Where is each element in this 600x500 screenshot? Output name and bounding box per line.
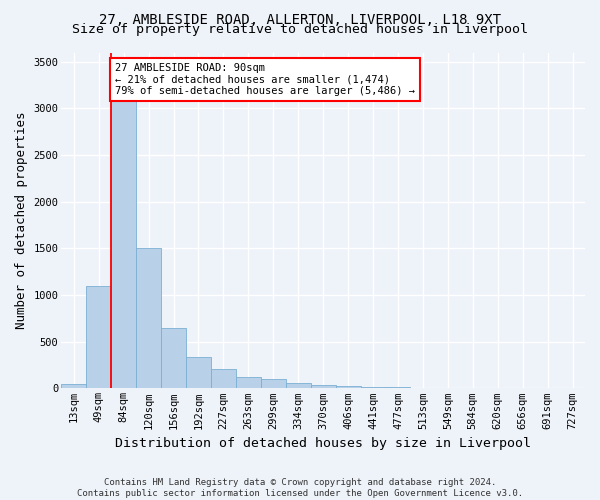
Bar <box>111 66 136 388</box>
Text: Contains HM Land Registry data © Crown copyright and database right 2024.
Contai: Contains HM Land Registry data © Crown c… <box>77 478 523 498</box>
Text: 27 AMBLESIDE ROAD: 90sqm
← 21% of detached houses are smaller (1,474)
79% of sem: 27 AMBLESIDE ROAD: 90sqm ← 21% of detach… <box>115 63 415 96</box>
Text: Size of property relative to detached houses in Liverpool: Size of property relative to detached ho… <box>72 22 528 36</box>
Bar <box>136 248 161 388</box>
Bar <box>86 286 111 388</box>
X-axis label: Distribution of detached houses by size in Liverpool: Distribution of detached houses by size … <box>115 437 531 450</box>
Bar <box>161 328 186 388</box>
Bar <box>186 356 211 388</box>
Text: 27, AMBLESIDE ROAD, ALLERTON, LIVERPOOL, L18 9XT: 27, AMBLESIDE ROAD, ALLERTON, LIVERPOOL,… <box>99 12 501 26</box>
Bar <box>211 369 236 388</box>
Bar <box>236 377 261 388</box>
Y-axis label: Number of detached properties: Number of detached properties <box>15 112 28 329</box>
Bar <box>311 384 335 388</box>
Bar <box>361 387 386 388</box>
Bar <box>261 379 286 388</box>
Bar <box>335 386 361 388</box>
Bar <box>61 384 86 388</box>
Bar <box>286 383 311 388</box>
